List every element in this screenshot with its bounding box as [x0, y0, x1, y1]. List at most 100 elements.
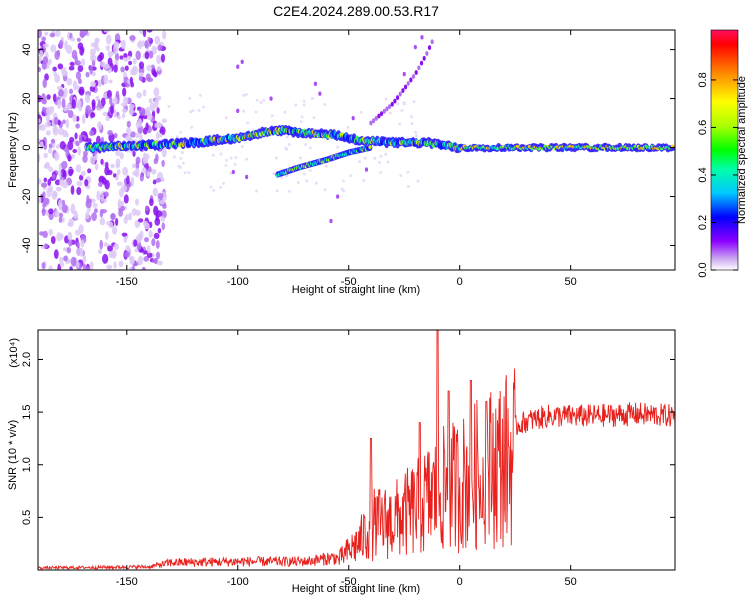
- noise-blob: [82, 154, 88, 163]
- colorbar-tick-label: 0.6: [697, 120, 709, 135]
- noise-blob: [358, 160, 362, 164]
- noise-blob: [70, 37, 76, 42]
- noise-blob: [44, 31, 49, 36]
- noise-blob: [44, 243, 48, 249]
- noise-blob: [90, 112, 96, 118]
- noise-blob: [99, 217, 106, 226]
- noise-blob: [61, 180, 69, 189]
- noise-blob: [156, 66, 162, 72]
- noise-blob: [43, 163, 51, 169]
- branch-mark: [377, 113, 381, 119]
- noise-blob: [148, 230, 153, 238]
- branch-mark: [419, 60, 424, 66]
- branch-mark: [425, 51, 429, 56]
- noise-blob: [287, 143, 291, 147]
- branch-mark: [395, 95, 400, 100]
- noise-blob: [379, 171, 383, 175]
- noise-blob: [106, 89, 112, 99]
- speck-mark: [351, 115, 355, 121]
- noise-blob: [117, 168, 121, 176]
- noise-blob: [41, 106, 46, 113]
- branch-mark: [409, 77, 413, 83]
- noise-blob: [146, 245, 151, 254]
- noise-blob: [67, 103, 72, 110]
- noise-blob: [103, 30, 111, 33]
- noise-blob: [92, 202, 98, 208]
- noise-blob: [144, 237, 150, 243]
- noise-blob: [167, 104, 171, 108]
- branch-mark: [368, 145, 372, 149]
- noise-blob: [95, 95, 100, 101]
- noise-blob: [104, 231, 109, 240]
- noise-blob: [114, 52, 120, 62]
- branch-mark: [393, 98, 397, 104]
- noise-blob: [128, 266, 133, 270]
- noise-blob: [91, 99, 96, 107]
- noise-blob: [38, 196, 42, 204]
- noise-blob: [56, 86, 63, 91]
- noise-blob: [105, 34, 112, 45]
- noise-blob: [39, 231, 44, 236]
- noise-blob: [91, 60, 96, 67]
- spectrogram-y-tick-label: 0: [21, 144, 33, 150]
- noise-blob: [78, 89, 84, 95]
- noise-blob: [155, 131, 160, 140]
- noise-blob: [127, 55, 132, 61]
- noise-blob: [157, 192, 164, 200]
- noise-blob: [52, 191, 58, 198]
- branch-mark: [411, 74, 416, 79]
- noise-blob: [137, 41, 142, 48]
- noise-blob: [47, 178, 52, 187]
- spectrogram-y-ticks: -40 -20 0 20 40: [21, 43, 675, 253]
- noise-blob: [107, 245, 114, 252]
- noise-blob: [52, 66, 57, 72]
- noise-blob: [304, 142, 308, 146]
- noise-blob: [362, 179, 366, 183]
- noise-blob: [128, 60, 133, 66]
- snr-y-tick-label: 2.0: [21, 352, 33, 367]
- noise-blob: [45, 115, 51, 122]
- noise-blob: [72, 148, 78, 154]
- noise-blob: [120, 205, 125, 212]
- noise-blob: [283, 110, 287, 114]
- noise-blob: [142, 157, 149, 164]
- noise-blob: [48, 228, 53, 236]
- noise-blob: [68, 218, 74, 228]
- spectrogram-x-tick-label: -150: [116, 276, 138, 288]
- noise-blob: [82, 114, 86, 124]
- noise-blob: [259, 101, 263, 105]
- noise-blob: [53, 152, 60, 161]
- noise-blob: [378, 161, 382, 165]
- noise-blob: [110, 105, 114, 115]
- noise-blob: [78, 224, 84, 234]
- noise-blob: [157, 227, 162, 234]
- noise-blob: [242, 109, 246, 113]
- noise-blob: [100, 97, 106, 107]
- noise-blob: [71, 99, 76, 110]
- noise-blob: [82, 263, 87, 270]
- noise-blob: [140, 248, 145, 253]
- spectrogram-frame: [37, 29, 676, 271]
- noise-blob: [87, 198, 92, 203]
- branch-mark: [385, 106, 389, 112]
- noise-blob: [122, 166, 129, 176]
- noise-blob: [97, 121, 102, 131]
- noise-blob: [45, 209, 49, 216]
- colorbar-tick-label: 0.2: [697, 215, 709, 230]
- snr-panel: -150 -100 -50 0 50 0.5 1.0 1.5 2.0 Height of st…: [7, 329, 676, 595]
- noise-blob: [359, 110, 363, 114]
- noise-blob: [50, 44, 57, 53]
- noise-blob: [80, 239, 85, 248]
- colorbar-tick-label: 0.0: [697, 262, 709, 277]
- noise-blob: [145, 122, 149, 131]
- noise-blob: [106, 264, 113, 270]
- noise-blob: [129, 131, 136, 138]
- noise-blob: [363, 156, 367, 160]
- noise-blob: [139, 133, 143, 141]
- noise-blob: [107, 57, 113, 66]
- noise-blob: [152, 179, 157, 185]
- branch-mark: [387, 104, 392, 110]
- noise-blob: [42, 202, 47, 208]
- noise-blob: [53, 116, 59, 125]
- noise-blob: [222, 182, 226, 186]
